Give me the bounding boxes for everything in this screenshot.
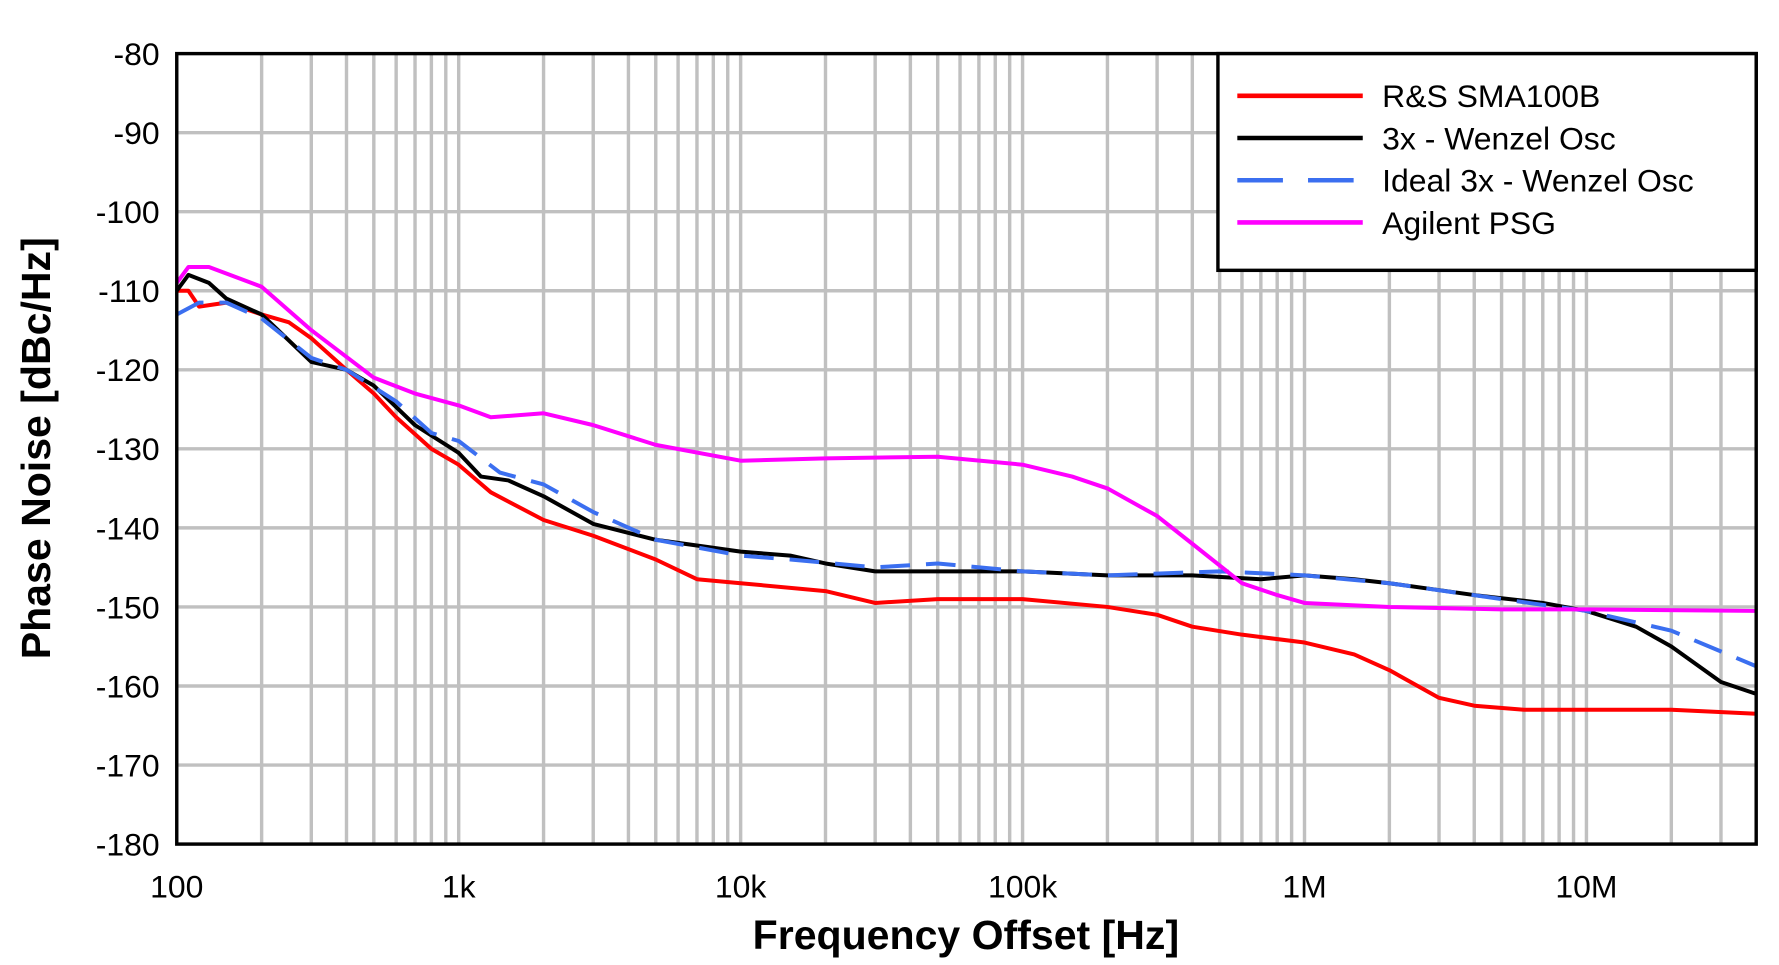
x-tick-label: 10k: [715, 869, 767, 905]
y-tick-label: -100: [96, 194, 160, 230]
y-tick-label: -180: [96, 826, 160, 862]
legend: R&S SMA100B 3x - Wenzel Osc Ideal 3x - Wen…: [1216, 51, 1758, 273]
x-tick-label: 1M: [1282, 869, 1326, 905]
legend-label: 3x - Wenzel Osc: [1382, 120, 1616, 156]
y-axis-label: Phase Noise [dBc/Hz]: [13, 237, 59, 659]
legend-label: R&S SMA100B: [1382, 78, 1600, 114]
legend-box: [1216, 51, 1758, 273]
legend-label: Ideal 3x - Wenzel Osc: [1382, 163, 1694, 199]
series-line-3: [175, 265, 1757, 613]
x-axis-label: Frequency Offset [Hz]: [753, 912, 1179, 958]
series-line-0: [176, 288, 1757, 716]
y-tick-label: -170: [96, 747, 160, 783]
y-tick-label: -80: [114, 36, 160, 72]
series-lines: [175, 265, 1757, 716]
x-tick-labels: 100 1k 10k 100k 1M 10M: [150, 869, 1617, 905]
x-tick-label: 100k: [988, 869, 1057, 905]
x-tick-label: 10M: [1555, 869, 1617, 905]
x-tick-label: 1k: [442, 869, 476, 905]
series-line-2: [175, 300, 1757, 669]
y-tick-label: -160: [96, 668, 160, 704]
y-tick-label: -140: [96, 510, 160, 546]
y-tick-label: -150: [96, 589, 160, 625]
legend-label: Agilent PSG: [1382, 205, 1556, 241]
y-tick-labels: -80 -90 -100 -110 -120 -130 -140 -150 -160 -170 -1…: [96, 36, 160, 862]
y-tick-label: -90: [114, 115, 160, 151]
y-tick-label: -110: [98, 273, 160, 309]
x-tick-label: 100: [150, 869, 203, 905]
plot-frame: [175, 51, 1758, 846]
y-tick-label: -120: [96, 352, 160, 388]
y-tick-label: -130: [96, 431, 160, 467]
